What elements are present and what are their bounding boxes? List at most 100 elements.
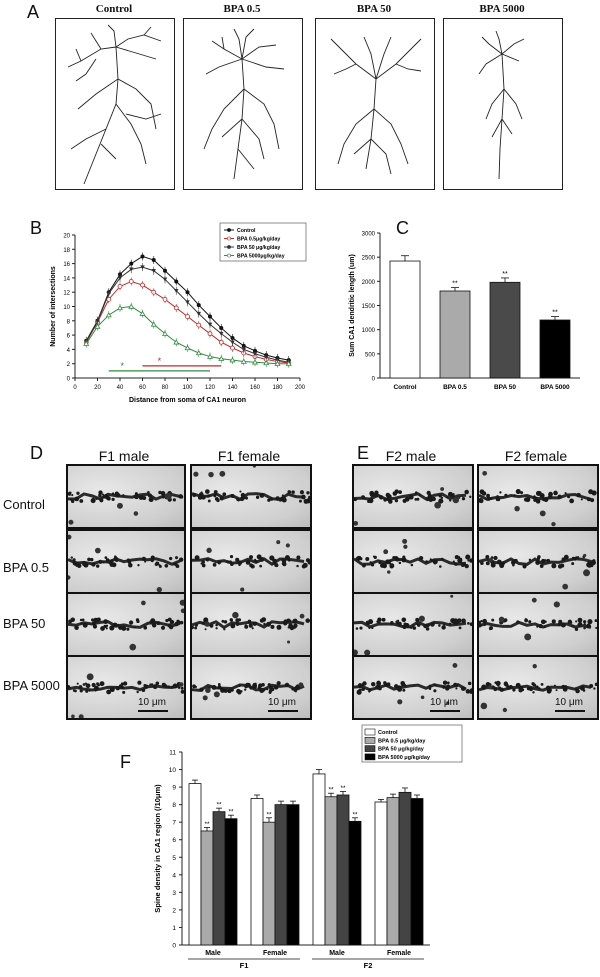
- debris-speck: [446, 701, 450, 705]
- f-bar: [200, 830, 214, 946]
- dendritic-spine: [103, 619, 109, 625]
- dendritic-spine: [95, 685, 98, 688]
- dendritic-spine: [287, 490, 292, 494]
- dendritic-spine: [467, 622, 470, 625]
- b-data-point: [208, 314, 212, 319]
- f-category-label: Female: [263, 950, 287, 957]
- dendritic-spine: [470, 688, 472, 692]
- dendritic-spine: [567, 495, 571, 499]
- debris-speck: [402, 538, 408, 544]
- dendritic-spine: [458, 626, 462, 630]
- dendritic-spine: [296, 564, 299, 568]
- dendritic-spine: [244, 688, 247, 691]
- dendritic-spine: [207, 499, 211, 503]
- f-bar: [188, 783, 202, 946]
- dendritic-spine: [230, 562, 234, 567]
- dendritic-spine: [292, 618, 298, 624]
- dendritic-spine: [465, 689, 471, 694]
- b-data-point: [207, 353, 213, 359]
- dendritic-spine: [589, 684, 594, 689]
- dendritic-spine: [245, 560, 251, 565]
- dendritic-spine: [586, 623, 591, 629]
- b-data-point: [83, 340, 90, 346]
- dendritic-spine: [244, 625, 248, 629]
- dendritic-spine: [151, 623, 157, 628]
- dendritic-spine: [160, 625, 166, 630]
- dendritic-spine: [551, 619, 556, 624]
- debris-speck: [206, 547, 212, 554]
- c-sig-label: **: [502, 271, 508, 278]
- dendritic-spine: [587, 619, 593, 625]
- f-bar: [410, 798, 424, 946]
- dendritic-spine: [440, 557, 444, 561]
- dendritic-spine: [104, 556, 108, 559]
- dendritic-spine: [455, 687, 458, 690]
- debris-speck: [452, 663, 458, 668]
- b-x-tick-label: 140: [227, 385, 238, 391]
- panel-label-d: D: [30, 443, 43, 463]
- b-y-tick-label: 18: [63, 248, 70, 254]
- c-category-label: BPA 0.5: [443, 384, 467, 391]
- b-x-tick-label: 40: [117, 385, 124, 391]
- b-data-point: [218, 331, 224, 336]
- dendritic-spine: [223, 620, 228, 624]
- f-bar: [250, 798, 264, 946]
- b-x-tick-label: 0: [73, 385, 77, 391]
- b-y-tick-label: 0: [67, 377, 71, 383]
- f-y-axis-label: Spine density in CA1 region (/10μm): [153, 784, 162, 913]
- dendritic-spine: [293, 689, 297, 692]
- dendritic-spine: [106, 689, 112, 695]
- dendritic-spine: [194, 626, 198, 630]
- dendritic-spine: [431, 496, 436, 502]
- dendritic-spine: [595, 626, 597, 630]
- dendritic-spine: [247, 619, 252, 624]
- dendritic-spine: [376, 681, 382, 687]
- dendritic-spine: [551, 563, 557, 569]
- b-y-axis-label: Number of intersections: [50, 266, 57, 347]
- dendritic-spine: [370, 681, 376, 687]
- b-x-axis-label: Distance from soma of CA1 neuron: [129, 397, 246, 404]
- dendritic-spine: [395, 557, 400, 562]
- dendritic-spine: [150, 555, 155, 560]
- chart-f-spine-density: 0 1 2 3 4 5 6 7 8 9 10 11 Spine density in CA1 regio…: [153, 724, 463, 970]
- debris-speck: [219, 470, 226, 477]
- dendritic-spine: [82, 561, 88, 567]
- dendritic-spine: [261, 683, 265, 687]
- scale-bar-line: [430, 710, 460, 712]
- dendritic-spine: [148, 497, 154, 503]
- dendritic-spine: [416, 497, 420, 501]
- dendritic-spine: [560, 563, 565, 568]
- dendritic-spine: [227, 689, 232, 694]
- debris-speck: [551, 521, 556, 527]
- dendritic-spine: [389, 564, 394, 569]
- dendritic-spine: [122, 494, 125, 497]
- dendrite: [192, 492, 305, 501]
- dendritic-spine: [401, 557, 407, 563]
- dendritic-spine: [428, 687, 432, 690]
- dendritic-spine: [111, 497, 115, 502]
- dendritic-spine: [200, 491, 203, 494]
- dendritic-spine: [555, 689, 558, 692]
- dendritic-spine: [438, 494, 442, 498]
- dendritic-spine: [91, 618, 95, 622]
- dendritic-spine: [263, 622, 266, 626]
- c-sig-label: **: [552, 310, 558, 317]
- dendritic-spine: [156, 621, 161, 626]
- dendritic-spine: [283, 495, 286, 499]
- debris-speck: [498, 616, 505, 623]
- dendritic-spine: [460, 562, 466, 568]
- b-data-point: [218, 355, 225, 361]
- panel-label-b: B: [30, 218, 43, 238]
- debris-speck: [232, 611, 239, 619]
- dendritic-spine: [397, 619, 400, 622]
- b-data-point: [263, 359, 270, 366]
- dendritic-spine: [155, 561, 160, 566]
- b-data-point: [241, 347, 247, 352]
- dendritic-spine: [141, 688, 146, 693]
- dendritic-spine: [515, 489, 521, 495]
- debris-speck: [78, 714, 84, 718]
- dendritic-spine: [433, 683, 437, 687]
- dendritic-spine: [541, 495, 545, 498]
- dendritic-spine: [180, 686, 184, 690]
- dendritic-spine: [226, 560, 230, 564]
